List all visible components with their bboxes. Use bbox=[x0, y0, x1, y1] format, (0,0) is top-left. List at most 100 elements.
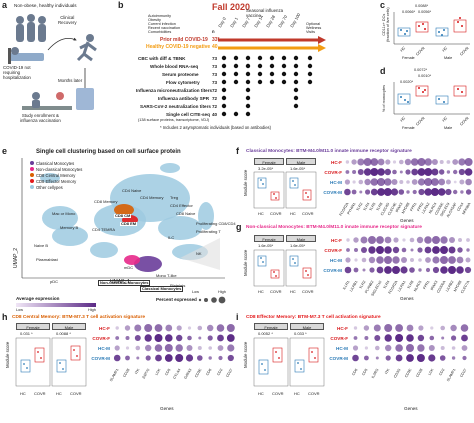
f-dot-1-1 bbox=[352, 170, 357, 174]
i-dot-1-4 bbox=[395, 334, 404, 342]
h-strip-female: Female bbox=[16, 323, 50, 330]
f-dot-3-12 bbox=[424, 188, 432, 196]
cl-treg: Treg bbox=[170, 195, 179, 200]
pct-expr-high: High bbox=[218, 290, 226, 294]
i-dot-1-2 bbox=[374, 335, 381, 341]
i-dot-1-7 bbox=[429, 335, 435, 341]
g-dot-2-9 bbox=[418, 258, 422, 262]
h-dot-2-10 bbox=[217, 345, 224, 351]
f-dot-2-4 bbox=[370, 178, 379, 186]
h-row-3: COVR-M bbox=[91, 356, 110, 361]
n-header: n bbox=[212, 29, 215, 34]
f-dot-1-7 bbox=[392, 169, 397, 175]
day-7: Day 7 bbox=[241, 16, 251, 29]
assay-2: Serum proteome bbox=[162, 72, 199, 77]
i-dot-2-2 bbox=[375, 345, 380, 351]
h-dot-3-1 bbox=[125, 355, 130, 361]
f-dot-0-2 bbox=[357, 158, 365, 166]
f-dot-0-6 bbox=[385, 159, 391, 165]
f-dot-0-16 bbox=[452, 159, 459, 165]
h-pval-male: 0.0088 * bbox=[56, 331, 71, 336]
f-row-1: COVR-F bbox=[324, 170, 342, 175]
i-dot-1-3 bbox=[384, 334, 392, 342]
g-row-3: COVR-M bbox=[323, 268, 342, 273]
f-dot-2-1 bbox=[352, 180, 356, 184]
legend-label-4: Other cellypes bbox=[36, 184, 63, 190]
h-gene-5: CD5 bbox=[164, 368, 172, 377]
i-dot-3-8 bbox=[439, 355, 446, 361]
i-dot-2-4 bbox=[395, 344, 403, 352]
d-plot bbox=[393, 82, 470, 115]
g-dot-0-10 bbox=[424, 236, 432, 244]
legend-swatch-4 bbox=[30, 185, 34, 189]
timeline-arrows bbox=[218, 36, 326, 52]
h-gene-9: CD6 bbox=[205, 368, 213, 377]
g-dot-1-8 bbox=[410, 248, 414, 252]
panel-label-f: f bbox=[236, 146, 239, 156]
g-dot-0-14 bbox=[458, 238, 462, 242]
i-row-3: COVR-M bbox=[329, 356, 348, 361]
h-dot-1-11 bbox=[226, 334, 235, 342]
pct-expr-low: Low bbox=[192, 290, 199, 294]
h-dot-3-6 bbox=[175, 354, 184, 362]
g-dot-0-9 bbox=[416, 236, 424, 244]
f-dot-0-4 bbox=[370, 158, 379, 166]
f-dot-1-2 bbox=[357, 169, 364, 175]
f-dot-1-11 bbox=[417, 168, 426, 176]
h-gene-labels: SLAMF1 CD28 ITK ZAP70 LCK CD5 CTLA4 GATA3 CD3E CD… bbox=[109, 368, 236, 404]
h-gene-3: ZAP70 bbox=[141, 368, 151, 380]
clinical-recovery-label: Clinical Recovery bbox=[58, 15, 77, 25]
i-dot-0-10 bbox=[460, 324, 469, 332]
avg-expr-high: High bbox=[88, 308, 96, 312]
i-dot-0-0 bbox=[353, 326, 358, 330]
i-row-1: COVR-F bbox=[330, 336, 348, 341]
h-dot-1-8 bbox=[198, 336, 202, 340]
f-dot-1-5 bbox=[377, 168, 385, 176]
f-dot-0-14 bbox=[439, 160, 444, 164]
h-dot-0-4 bbox=[154, 324, 163, 332]
h-dot-3-11 bbox=[227, 354, 234, 362]
h-dot-1-1 bbox=[125, 336, 130, 340]
i-gene-4: CD3G bbox=[393, 368, 402, 379]
h-gene-8: CD3E bbox=[194, 368, 203, 379]
f-dot-0-0 bbox=[345, 160, 350, 164]
g-dot-2-10 bbox=[425, 257, 431, 263]
g-dot-2-2 bbox=[361, 257, 367, 263]
f-dot-3-7 bbox=[390, 188, 399, 196]
cl-cd4-naive: CD4 Naive bbox=[122, 188, 142, 193]
h-dot-1-9 bbox=[207, 335, 213, 341]
i-dot-3-5 bbox=[406, 354, 414, 362]
h-dot-2-0 bbox=[114, 345, 120, 351]
i-dot-2-9 bbox=[451, 346, 456, 350]
i-pval-female: 0.0052 * bbox=[258, 331, 273, 336]
f-dot-2-5 bbox=[377, 178, 386, 186]
f-pval-male: 1.6e-05* bbox=[290, 166, 306, 171]
f-row-2: HC-M bbox=[330, 180, 342, 185]
g-dot-1-7 bbox=[401, 247, 407, 253]
f-dot-1-12 bbox=[424, 168, 433, 176]
f-dot-2-13 bbox=[431, 178, 439, 186]
assay-5: Influenza antibody SPR bbox=[158, 96, 210, 101]
f-dot-3-1 bbox=[351, 189, 357, 195]
d-sex-male: Male bbox=[444, 126, 453, 130]
f-dot-0-8 bbox=[399, 159, 404, 165]
h-genes-label: Genes bbox=[160, 406, 174, 411]
f-dot-0-12 bbox=[424, 158, 432, 166]
f-dot-3-13 bbox=[430, 188, 439, 196]
i-gene-labels: CD6 CD5 IL2RG ITK CD3G CD3E CD28 LCK CD2 SLAMF1 CD… bbox=[350, 368, 470, 404]
criterion-1: Obesity bbox=[148, 18, 161, 22]
f-dot-2-17 bbox=[459, 179, 465, 185]
h-dot-2-9 bbox=[208, 346, 212, 350]
d-pval-3: 0.0072* bbox=[414, 68, 428, 72]
f-dot-2-8 bbox=[399, 180, 404, 184]
h-dot-0-9 bbox=[207, 324, 214, 332]
h-dot-3-9 bbox=[208, 356, 212, 360]
g-dot-2-6 bbox=[392, 256, 400, 264]
day-1: Day 1 bbox=[229, 16, 239, 29]
legend-label-1: Non-classical Monocytes bbox=[36, 166, 83, 172]
g-dot-1-3 bbox=[368, 246, 376, 254]
i-gene-0: CD6 bbox=[350, 368, 358, 377]
assay-4: Influenza microneutralization titers bbox=[136, 88, 213, 93]
g-title: Non-classical Monocytes: BTM-M4.0/M11.0 … bbox=[246, 225, 422, 230]
assay-3: Flow cytometry bbox=[166, 80, 200, 85]
